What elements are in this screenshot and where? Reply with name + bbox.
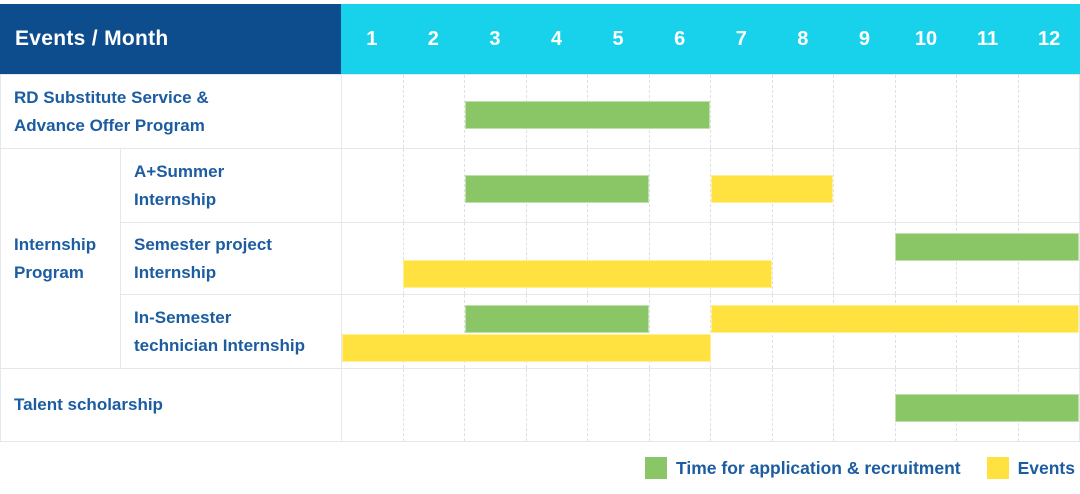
row-label-in-semester-technician: In-Semester technician Internship bbox=[120, 294, 341, 368]
month-label: 8 bbox=[797, 27, 809, 50]
chart-row-talent-scholarship bbox=[341, 368, 1080, 442]
month-gridline bbox=[464, 369, 526, 441]
bar-event bbox=[710, 305, 1079, 333]
month-gridline bbox=[710, 223, 772, 294]
yellow-swatch-icon bbox=[986, 457, 1009, 479]
month-column bbox=[342, 223, 403, 294]
month-gridline bbox=[1017, 149, 1080, 222]
month-label: 9 bbox=[858, 27, 870, 50]
month-gridline bbox=[710, 75, 772, 148]
month-label: 7 bbox=[735, 27, 747, 50]
month-gridline bbox=[710, 369, 772, 441]
bar-event bbox=[710, 174, 834, 203]
month-label: 12 bbox=[1038, 27, 1061, 50]
events-month-header-cell: Events / Month bbox=[0, 4, 341, 74]
month-gridline bbox=[710, 295, 772, 368]
month-label: 3 bbox=[489, 27, 501, 50]
month-gridline bbox=[464, 75, 526, 148]
month-label: 6 bbox=[674, 27, 686, 50]
row-label-talent-scholarship: Talent scholarship bbox=[0, 368, 341, 442]
month-gridline bbox=[587, 369, 649, 441]
month-gridline bbox=[771, 369, 834, 441]
legend-label-events: Events bbox=[1017, 457, 1075, 478]
legend-item-recruitment: Time for application & recruitment bbox=[645, 457, 961, 479]
row-label-rd-substitute: RD Substitute Service & Advance Offer Pr… bbox=[0, 74, 341, 148]
month-gridline bbox=[771, 223, 834, 294]
month-label: 1 bbox=[366, 27, 378, 50]
month-label: 2 bbox=[427, 27, 439, 50]
bar-recruitment bbox=[464, 174, 650, 203]
month-label: 5 bbox=[612, 27, 624, 50]
month-gridline bbox=[894, 75, 957, 148]
bar-event bbox=[403, 260, 772, 288]
month-gridline bbox=[1017, 75, 1080, 148]
month-gridline bbox=[525, 223, 588, 294]
chart-row-semester-project bbox=[341, 222, 1080, 294]
legend-label-recruitment: Time for application & recruitment bbox=[676, 457, 961, 478]
month-gridline bbox=[402, 369, 465, 441]
month-gridline bbox=[402, 295, 465, 368]
month-gridline bbox=[894, 149, 957, 222]
month-gridline bbox=[648, 369, 711, 441]
month-label: 11 bbox=[976, 27, 999, 50]
row-label-semester-project: Semester project Internship bbox=[120, 222, 341, 294]
month-column bbox=[342, 149, 403, 222]
month-gridline bbox=[833, 369, 895, 441]
month-label: 4 bbox=[550, 27, 563, 50]
month-gridline bbox=[956, 75, 1018, 148]
month-gridline bbox=[648, 223, 711, 294]
month-gridline bbox=[648, 149, 711, 222]
month-gridline bbox=[464, 295, 526, 368]
row-label-a-plus-summer: A+Summer Internship bbox=[120, 148, 341, 222]
group-label-internship-program: Internship Program bbox=[0, 148, 120, 368]
bar-recruitment bbox=[464, 305, 650, 333]
bar-event bbox=[342, 334, 711, 362]
bar-recruitment bbox=[464, 100, 711, 129]
month-gridline bbox=[771, 75, 834, 148]
bar-recruitment bbox=[894, 233, 1079, 261]
month-gridline bbox=[587, 223, 649, 294]
legend-item-events: Events bbox=[986, 457, 1075, 479]
month-gridline bbox=[402, 223, 465, 294]
month-gridline bbox=[833, 149, 895, 222]
month-column bbox=[342, 369, 403, 441]
month-column bbox=[342, 75, 403, 148]
legend: Time for application & recruitment Event… bbox=[645, 452, 1075, 484]
chart-row-a-plus-summer bbox=[341, 148, 1080, 222]
month-gridline bbox=[464, 149, 526, 222]
month-header-row: 1 2 3 4 5 6 7 8 9 10 11 12 bbox=[341, 4, 1080, 74]
month-gridline bbox=[402, 149, 465, 222]
chart-row-rd-substitute bbox=[341, 74, 1080, 148]
month-gridline bbox=[525, 369, 588, 441]
bar-recruitment bbox=[894, 394, 1079, 422]
month-gridline bbox=[402, 75, 465, 148]
month-gridline bbox=[464, 223, 526, 294]
month-gridline bbox=[710, 149, 772, 222]
month-gridline bbox=[956, 149, 1018, 222]
month-gridline bbox=[833, 223, 895, 294]
schedule-table: Events / Month 1 2 3 4 5 6 7 8 9 10 11 12 RD Substi… bbox=[0, 4, 1080, 442]
chart-row-in-semester-technician bbox=[341, 294, 1080, 368]
month-gridline bbox=[833, 75, 895, 148]
month-label: 10 bbox=[914, 27, 938, 50]
green-swatch-icon bbox=[645, 457, 668, 479]
